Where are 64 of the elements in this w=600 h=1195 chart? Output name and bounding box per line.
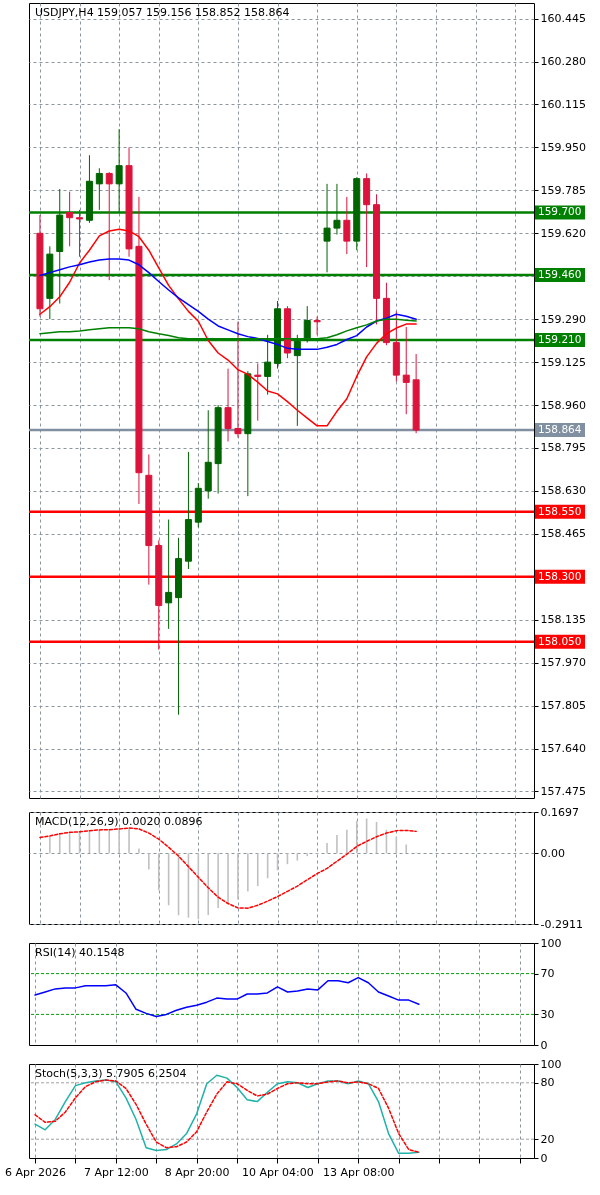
candlestick xyxy=(264,334,272,396)
x-tick-label: 6 Apr 2026 xyxy=(5,1165,67,1179)
candlestick xyxy=(293,334,301,427)
candlestick xyxy=(303,305,311,344)
ref-line-label: 159.460 xyxy=(538,267,582,280)
y-tick-label: 30 xyxy=(540,1007,555,1021)
y-tick-label: 100 xyxy=(540,1057,562,1071)
x-tick-label: 10 Apr 04:00 xyxy=(242,1165,314,1179)
y-tick-label: 158.630 xyxy=(540,484,586,498)
y-tick-label: 158.795 xyxy=(540,441,586,455)
y-tick-label: 158.135 xyxy=(540,613,586,627)
y-tick-label: 159.620 xyxy=(540,226,586,240)
y-tick-label: 80 xyxy=(540,1076,555,1090)
y-tick-label: 159.785 xyxy=(540,183,586,197)
chart-title: RSI(14) 40.1548 xyxy=(35,946,125,959)
y-tick-label: 157.640 xyxy=(540,742,586,756)
y-tick-label: 160.280 xyxy=(540,55,586,69)
y-tick-label: 158.465 xyxy=(540,527,586,541)
x-tick-label: 7 Apr 12:00 xyxy=(83,1165,149,1179)
ref-line-label: 159.210 xyxy=(538,333,582,345)
chart-title: MACD(12,26,9) 0.0020 0.0896 xyxy=(35,815,203,828)
candlestick xyxy=(115,128,123,213)
y-tick-label: 0.00 xyxy=(540,846,565,860)
candlestick xyxy=(66,191,74,247)
ref-line-label: 158.550 xyxy=(538,504,582,517)
line-series xyxy=(39,228,417,427)
y-tick-label: 159.125 xyxy=(540,355,586,369)
candlestick xyxy=(105,171,113,281)
candlestick xyxy=(76,209,84,258)
ref-line-label: 158.050 xyxy=(538,634,582,647)
candlestick xyxy=(343,196,351,255)
candlestick xyxy=(254,362,262,422)
candlestick xyxy=(402,326,410,415)
line-series xyxy=(39,827,417,909)
chart-title: Stoch(5,3,3) 5.7905 6.2504 xyxy=(35,1067,187,1080)
candlestick xyxy=(165,519,173,630)
candlestick xyxy=(224,368,232,442)
y-tick-label: 160.445 xyxy=(540,12,586,26)
candlestick xyxy=(95,167,103,211)
line-series xyxy=(34,976,420,1018)
y-tick-label: 160.115 xyxy=(540,97,586,111)
chart-title: USDJPY,H4 159.057 159.156 158.852 158.864 xyxy=(35,6,290,19)
y-tick-label: 157.970 xyxy=(540,656,586,670)
ref-line-label: 158.300 xyxy=(538,569,582,582)
candlestick xyxy=(234,321,242,439)
y-tick-label: 0.1697 xyxy=(540,805,579,819)
y-tick-label: 159.950 xyxy=(540,140,586,154)
y-tick-label: 100 xyxy=(540,936,562,950)
ref-line-label: 158.864 xyxy=(538,423,582,436)
x-tick-label: 8 Apr 20:00 xyxy=(164,1165,230,1179)
y-tick-label: -0.2911 xyxy=(540,917,583,931)
y-tick-label: 157.475 xyxy=(540,784,586,798)
candlestick xyxy=(333,183,341,236)
candlestick xyxy=(313,316,321,336)
y-tick-label: 0 xyxy=(540,1151,548,1165)
candlestick xyxy=(323,183,331,273)
y-tick-label: 0 xyxy=(540,1038,548,1052)
y-tick-label: 158.960 xyxy=(540,398,586,412)
ref-line-label: 159.700 xyxy=(538,205,582,218)
y-tick-label: 70 xyxy=(540,967,555,981)
y-tick-label: 20 xyxy=(540,1132,555,1146)
x-tick-label: 13 Apr 08:00 xyxy=(322,1165,395,1179)
y-tick-label: 157.805 xyxy=(540,699,586,713)
y-tick-label: 159.290 xyxy=(540,312,586,326)
